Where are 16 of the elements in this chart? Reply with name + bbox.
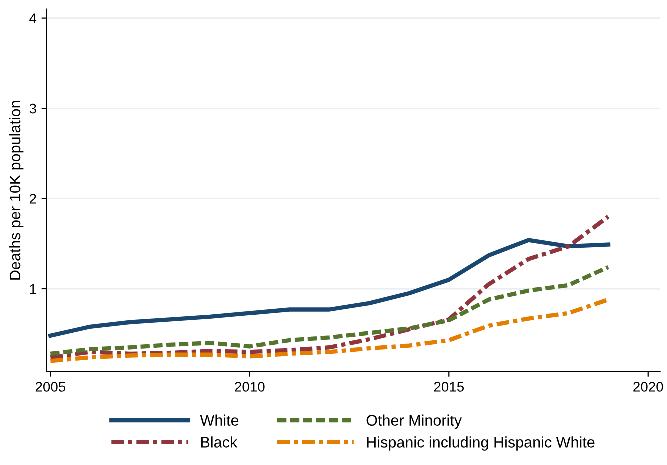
- legend-label: Hispanic including Hispanic White: [367, 436, 595, 451]
- line-series: [48, 238, 611, 338]
- y-tick-label: 2: [30, 194, 36, 204]
- y-tick-label: 1: [30, 284, 36, 294]
- legend-label: White: [200, 414, 239, 426]
- x-tick-label: 2005: [36, 382, 66, 392]
- legend-label: Black: [202, 436, 238, 448]
- x-tick-label: 2020: [634, 382, 664, 392]
- x-tick-label: 2010: [235, 382, 265, 392]
- legend-label: Other Minority: [366, 414, 462, 430]
- x-tick-label: 2015: [434, 382, 464, 392]
- y-tick-label: 4: [30, 14, 37, 24]
- line-series: [48, 265, 611, 356]
- y-tick-label: 3: [30, 104, 36, 114]
- y-axis-title: Deaths per 10K population: [9, 101, 24, 280]
- line-series: [48, 214, 611, 360]
